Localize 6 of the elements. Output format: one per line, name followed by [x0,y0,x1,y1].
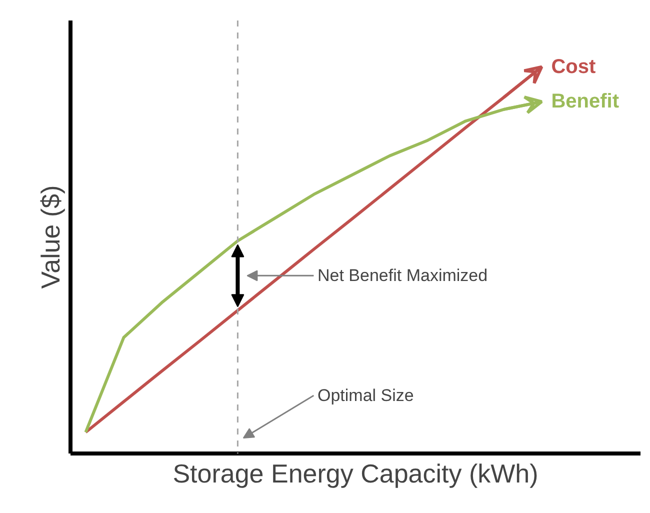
legend-label: Cost [551,56,596,78]
y-axis-title: Value ($) [36,185,66,289]
annotation: Optimal Size [318,386,414,406]
annotation: Net Benefit Maximized [318,266,488,286]
legend-label: Benefit [551,90,620,113]
x-axis-title: Storage Energy Capacity (kWh) [172,458,538,488]
